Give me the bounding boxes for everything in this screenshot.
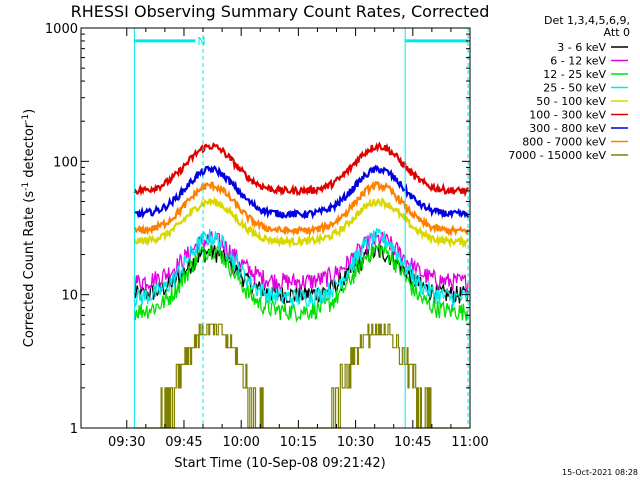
plot-frame	[80, 27, 471, 429]
x-axis-label: Start Time (10-Sep-08 09:21:42)	[174, 456, 385, 471]
y-tick-label-2: 100	[53, 155, 78, 170]
legend-label-3: 25 - 50 keV	[543, 82, 606, 95]
marker-group: N	[133, 28, 469, 428]
legend-label-4: 50 - 100 keV	[536, 95, 606, 108]
legend-label-1: 6 - 12 keV	[550, 55, 606, 68]
y-axis-label-part-4: )	[22, 109, 37, 114]
y-tick-label-3: 1000	[45, 22, 78, 37]
x-tick-label-0: 09:30	[108, 435, 145, 450]
x-tick-label-6: 11:00	[451, 435, 488, 450]
series-line-6	[134, 164, 470, 220]
x-tick-label-3: 10:15	[280, 435, 317, 450]
chart-title: RHESSI Observing Summary Count Rates, Co…	[71, 2, 490, 21]
x-ticks: 09:30 09:45 10:00 10:15 10:30 10:45 11:00	[108, 28, 489, 450]
series-line-5	[133, 141, 470, 198]
y-axis-label: Corrected Count Rate (s-1 detector-1)	[21, 109, 37, 347]
x-tick-label-1: 09:45	[165, 435, 202, 450]
y-tick-label-0: 1	[70, 422, 78, 437]
x-tick-label-5: 10:45	[394, 435, 431, 450]
series-line-2	[133, 243, 469, 324]
series-line-7	[134, 180, 470, 238]
y-axis-label-part-3: -1	[21, 114, 31, 123]
y-tick-label-1: 10	[61, 289, 78, 304]
y-axis-label-part-2: detector	[22, 122, 37, 182]
y-axis-label-part-1: -1	[21, 182, 31, 191]
legend-label-7: 800 - 7000 keV	[522, 136, 606, 149]
series-line-8	[134, 323, 469, 429]
legend-label-6: 300 - 800 keV	[529, 122, 606, 135]
legend-label-2: 12 - 25 keV	[543, 68, 606, 81]
legend-label-0: 3 - 6 keV	[557, 41, 606, 54]
x-tick-label-2: 10:00	[222, 435, 259, 450]
footer-timestamp: 15-Oct-2021 08:28	[562, 468, 638, 477]
series-line-3	[133, 227, 469, 308]
legend-header-0: Det 1,3,4,5,6,9,	[544, 14, 630, 27]
legend-header-1: Att 0	[604, 26, 630, 39]
y-ticks: 1 10 100 1000	[45, 22, 470, 437]
series-group	[133, 141, 470, 429]
x-tick-label-4: 10:30	[337, 435, 374, 450]
marker-bar-label: N	[197, 35, 205, 48]
legend-label-8: 7000 - 15000 keV	[508, 149, 606, 162]
legend-label-5: 100 - 300 keV	[529, 109, 606, 122]
series-line-4	[133, 196, 469, 250]
y-axis-label-part-0: Corrected Count Rate (s	[22, 191, 37, 348]
